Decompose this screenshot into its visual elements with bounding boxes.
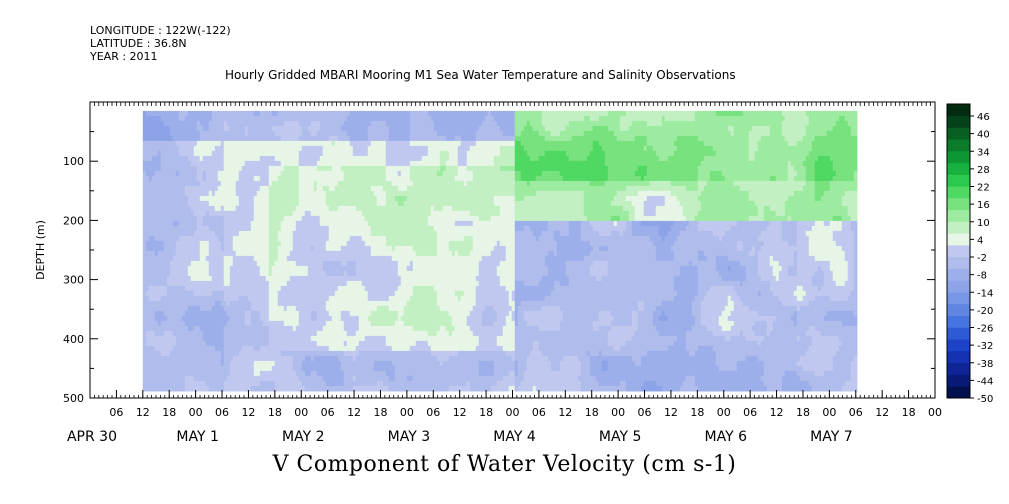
heatmap-cells: [143, 111, 858, 392]
